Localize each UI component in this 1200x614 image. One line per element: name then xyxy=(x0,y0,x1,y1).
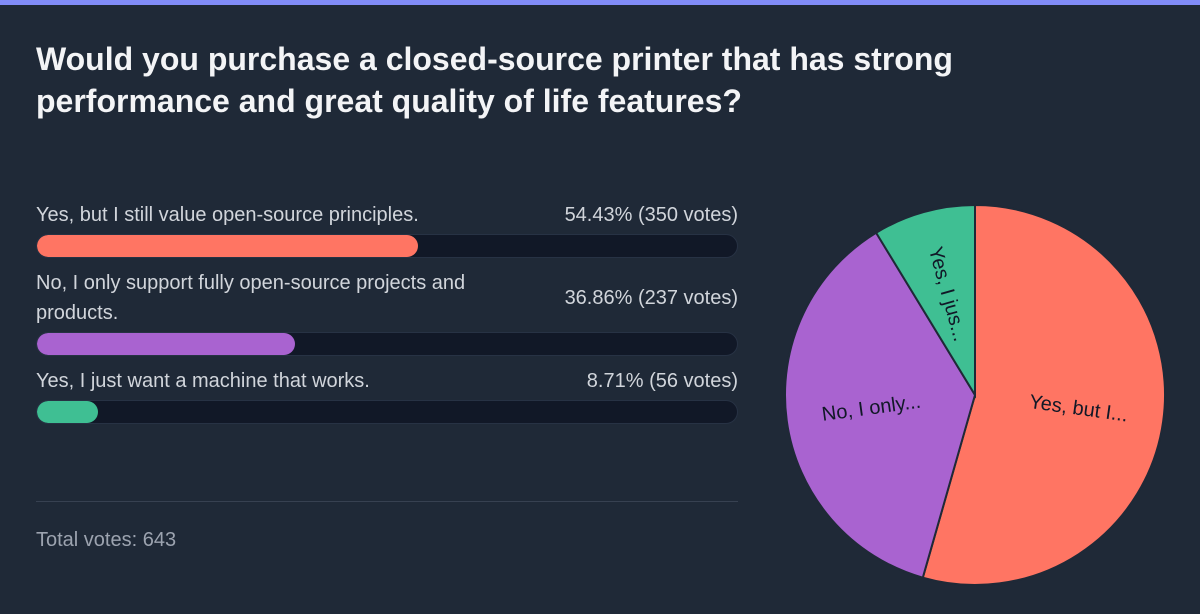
bar-track xyxy=(36,400,738,424)
pie-chart: Yes, but I...No, I only...Yes, I jus... xyxy=(784,203,1166,586)
bar xyxy=(37,235,418,257)
option-result: 54.43% (350 votes) xyxy=(564,204,738,226)
poll-options: Yes, but I still value open-source princ… xyxy=(36,200,738,424)
divider xyxy=(36,501,738,502)
option-result: 8.71% (56 votes) xyxy=(586,370,738,392)
bar-track xyxy=(36,234,738,258)
total-votes: Total votes: 643 xyxy=(36,529,177,551)
poll-option[interactable]: No, I only support fully open-source pro… xyxy=(36,268,738,356)
pie-slice xyxy=(921,203,1166,586)
bar xyxy=(37,333,296,355)
poll-question: Would you purchase a closed-source print… xyxy=(36,41,953,119)
poll-option[interactable]: Yes, but I still value open-source princ… xyxy=(36,200,738,258)
option-header: Yes, I just want a machine that works. 8.… xyxy=(36,366,738,396)
bar xyxy=(37,401,98,423)
pie-slice xyxy=(784,231,977,579)
option-header: Yes, but I still value open-source princ… xyxy=(36,200,738,230)
option-label: Yes, but I still value open-source princ… xyxy=(36,204,419,226)
option-result: 36.86% (237 votes) xyxy=(564,287,738,309)
poll-option[interactable]: Yes, I just want a machine that works. 8.… xyxy=(36,366,738,424)
top-accent-bar xyxy=(0,0,1200,5)
option-header: No, I only support fully open-source pro… xyxy=(36,268,738,328)
bar-track xyxy=(36,332,738,356)
option-label: No, I only support fully open-source pro… xyxy=(36,272,466,324)
option-label: Yes, I just want a machine that works. xyxy=(36,370,370,392)
pie-slice xyxy=(874,203,976,399)
